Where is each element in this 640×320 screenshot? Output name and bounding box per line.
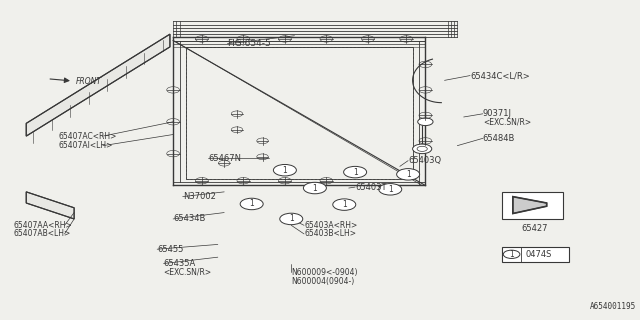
Text: 1: 1 xyxy=(282,166,287,175)
Text: 90371J: 90371J xyxy=(483,109,512,118)
Text: 65484B: 65484B xyxy=(483,134,515,143)
Text: N600004(0904-): N600004(0904-) xyxy=(291,277,355,286)
Text: N600009<-0904): N600009<-0904) xyxy=(291,268,358,277)
Bar xyxy=(502,247,569,262)
Circle shape xyxy=(344,166,367,178)
Text: 1: 1 xyxy=(312,184,317,193)
Circle shape xyxy=(397,169,420,180)
Text: 1: 1 xyxy=(289,214,294,223)
Text: 65407AB<LH>: 65407AB<LH> xyxy=(13,229,70,238)
Text: 65455: 65455 xyxy=(157,245,184,254)
Text: FRONT: FRONT xyxy=(76,77,102,86)
Text: A654001195: A654001195 xyxy=(590,302,636,311)
Text: 0474S: 0474S xyxy=(525,250,552,259)
Circle shape xyxy=(273,164,296,176)
Circle shape xyxy=(413,144,432,154)
Text: 65435A: 65435A xyxy=(164,259,196,268)
Circle shape xyxy=(379,184,402,195)
Circle shape xyxy=(240,198,263,210)
Text: 1: 1 xyxy=(353,168,358,177)
Text: 1: 1 xyxy=(342,200,347,209)
Text: <EXC.SN/R>: <EXC.SN/R> xyxy=(483,118,531,127)
Text: <EXC.SN/R>: <EXC.SN/R> xyxy=(164,268,212,277)
Circle shape xyxy=(418,118,433,125)
Circle shape xyxy=(303,182,326,194)
Bar xyxy=(502,192,563,219)
Text: 1: 1 xyxy=(406,170,410,179)
Text: 1: 1 xyxy=(250,199,254,208)
Text: 65427: 65427 xyxy=(521,224,548,233)
Text: 65407AC<RH>: 65407AC<RH> xyxy=(58,132,116,140)
Text: 1: 1 xyxy=(509,250,514,259)
Polygon shape xyxy=(513,197,547,213)
Text: 65407AI<LH>: 65407AI<LH> xyxy=(58,141,113,150)
Text: 65403B<LH>: 65403B<LH> xyxy=(304,229,356,238)
Text: 65467N: 65467N xyxy=(208,154,241,163)
Text: FIG.654-5: FIG.654-5 xyxy=(227,39,271,48)
Text: 65407AA<RH>: 65407AA<RH> xyxy=(13,221,72,230)
Text: 65403T: 65403T xyxy=(355,183,387,192)
Text: 1: 1 xyxy=(388,185,392,194)
Circle shape xyxy=(280,213,303,225)
Circle shape xyxy=(333,199,356,210)
Text: 65434C<L/R>: 65434C<L/R> xyxy=(470,71,530,80)
Text: 65434B: 65434B xyxy=(173,214,205,223)
Text: 65403A<RH>: 65403A<RH> xyxy=(304,221,357,230)
Polygon shape xyxy=(26,34,170,136)
Text: 65403Q: 65403Q xyxy=(408,156,441,165)
Polygon shape xyxy=(26,192,74,219)
Text: N37002: N37002 xyxy=(182,192,216,201)
